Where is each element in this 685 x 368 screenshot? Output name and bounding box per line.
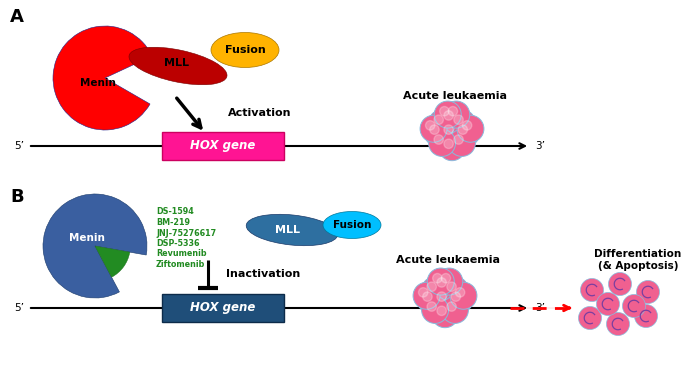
Circle shape	[443, 101, 470, 128]
Circle shape	[579, 307, 601, 329]
Circle shape	[447, 282, 456, 291]
Ellipse shape	[323, 212, 381, 238]
Circle shape	[434, 135, 443, 144]
Circle shape	[432, 272, 458, 299]
Circle shape	[420, 115, 447, 142]
Circle shape	[449, 110, 475, 137]
Circle shape	[597, 293, 619, 315]
Text: Differentiation
(& Apoptosis): Differentiation (& Apoptosis)	[595, 249, 682, 271]
Circle shape	[438, 105, 466, 132]
Circle shape	[437, 278, 447, 287]
Circle shape	[434, 101, 461, 128]
Circle shape	[454, 135, 463, 144]
Circle shape	[580, 279, 603, 301]
Circle shape	[449, 130, 475, 156]
Text: BM-219: BM-219	[156, 218, 190, 227]
Circle shape	[421, 277, 449, 304]
Text: Acute leukaemia: Acute leukaemia	[403, 91, 507, 101]
Circle shape	[419, 288, 428, 297]
Text: Menin: Menin	[80, 78, 116, 88]
Circle shape	[451, 292, 460, 301]
Text: Revumenib: Revumenib	[156, 250, 207, 258]
Wedge shape	[95, 246, 130, 277]
Circle shape	[421, 296, 449, 323]
Circle shape	[441, 277, 469, 304]
Text: Inactivation: Inactivation	[226, 269, 300, 279]
Circle shape	[438, 120, 466, 146]
Wedge shape	[43, 194, 147, 298]
Circle shape	[444, 139, 453, 149]
Circle shape	[432, 301, 458, 328]
Text: Fusion: Fusion	[333, 220, 371, 230]
Ellipse shape	[246, 214, 338, 246]
Circle shape	[608, 272, 632, 296]
Circle shape	[444, 125, 453, 134]
Circle shape	[427, 268, 454, 295]
Circle shape	[429, 110, 456, 137]
Text: DSP-5336: DSP-5336	[156, 239, 199, 248]
Circle shape	[424, 120, 451, 146]
Circle shape	[441, 296, 469, 323]
Text: HOX gene: HOX gene	[190, 139, 256, 152]
Circle shape	[437, 306, 447, 315]
Circle shape	[423, 292, 432, 301]
Circle shape	[429, 125, 439, 134]
Circle shape	[454, 115, 463, 124]
Text: B: B	[10, 188, 23, 206]
Circle shape	[427, 282, 436, 291]
Ellipse shape	[211, 32, 279, 67]
Circle shape	[606, 312, 630, 336]
FancyBboxPatch shape	[162, 132, 284, 160]
Text: HOX gene: HOX gene	[190, 301, 256, 315]
Circle shape	[446, 287, 473, 314]
Text: A: A	[10, 8, 24, 26]
Circle shape	[429, 130, 456, 156]
Circle shape	[413, 282, 440, 309]
Circle shape	[457, 115, 484, 142]
Circle shape	[427, 302, 436, 311]
Circle shape	[438, 134, 466, 161]
Text: Ziftomenib: Ziftomenib	[156, 260, 206, 269]
Text: MLL: MLL	[275, 225, 299, 235]
Ellipse shape	[129, 47, 227, 85]
Text: 3’: 3’	[535, 141, 545, 151]
FancyBboxPatch shape	[162, 294, 284, 322]
Circle shape	[623, 294, 645, 318]
Circle shape	[458, 125, 468, 134]
Text: 5’: 5’	[14, 141, 24, 151]
Text: JNJ-75276617: JNJ-75276617	[156, 229, 216, 237]
Text: 5’: 5’	[14, 303, 24, 313]
Circle shape	[432, 287, 458, 314]
Text: Fusion: Fusion	[225, 45, 265, 55]
Text: Acute leukaemia: Acute leukaemia	[396, 255, 500, 265]
Circle shape	[453, 120, 480, 146]
Text: MLL: MLL	[164, 58, 188, 68]
Wedge shape	[53, 26, 152, 130]
Circle shape	[450, 282, 477, 309]
Text: Menin: Menin	[69, 233, 105, 243]
Circle shape	[636, 280, 660, 304]
Text: 3’: 3’	[535, 303, 545, 313]
Circle shape	[417, 287, 445, 314]
Circle shape	[433, 273, 442, 283]
Circle shape	[436, 268, 463, 295]
Circle shape	[456, 288, 465, 297]
Circle shape	[440, 106, 449, 116]
Circle shape	[437, 292, 447, 301]
Circle shape	[444, 111, 453, 120]
Circle shape	[425, 121, 435, 130]
Circle shape	[441, 273, 451, 283]
Circle shape	[462, 121, 472, 130]
Text: DS-1594: DS-1594	[156, 208, 194, 216]
Circle shape	[434, 115, 443, 124]
Text: Activation: Activation	[228, 108, 292, 118]
Circle shape	[447, 302, 456, 311]
Circle shape	[634, 304, 658, 328]
Circle shape	[448, 106, 458, 116]
